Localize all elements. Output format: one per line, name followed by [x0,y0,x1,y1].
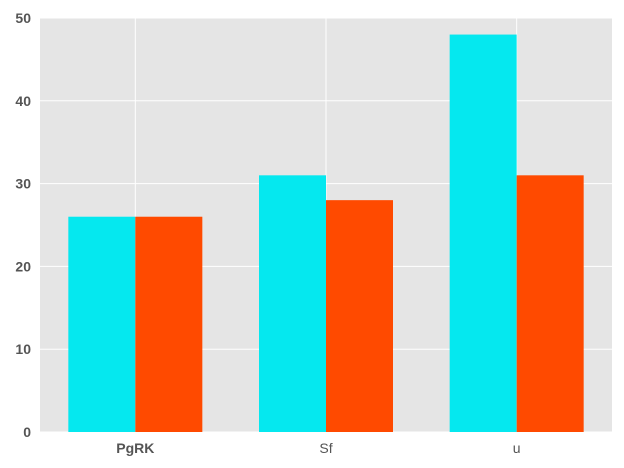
bar-series-2-Sf [326,200,393,432]
bar-series-1-Sf [259,175,326,432]
y-tick-label: 20 [15,258,31,274]
y-tick-label: 0 [23,424,31,440]
bar-series-1-u [449,34,517,433]
x-tick-label: PgRK [116,440,154,456]
x-tick-label: Sf [319,440,332,456]
y-tick-label: 40 [15,93,31,109]
y-axis-ticks: 0 10 20 30 40 50 [15,10,31,440]
bar-series-2-u [516,175,584,432]
bar-series-2-PgRK [135,216,203,432]
x-tick-label: u [513,440,521,456]
bar-series-1-PgRK [68,216,136,432]
x-axis-ticks: PgRK Sf u [116,440,520,456]
y-tick-label: 30 [15,176,31,192]
y-tick-label: 10 [15,341,31,357]
bars [68,34,584,433]
y-tick-label: 50 [15,10,31,26]
